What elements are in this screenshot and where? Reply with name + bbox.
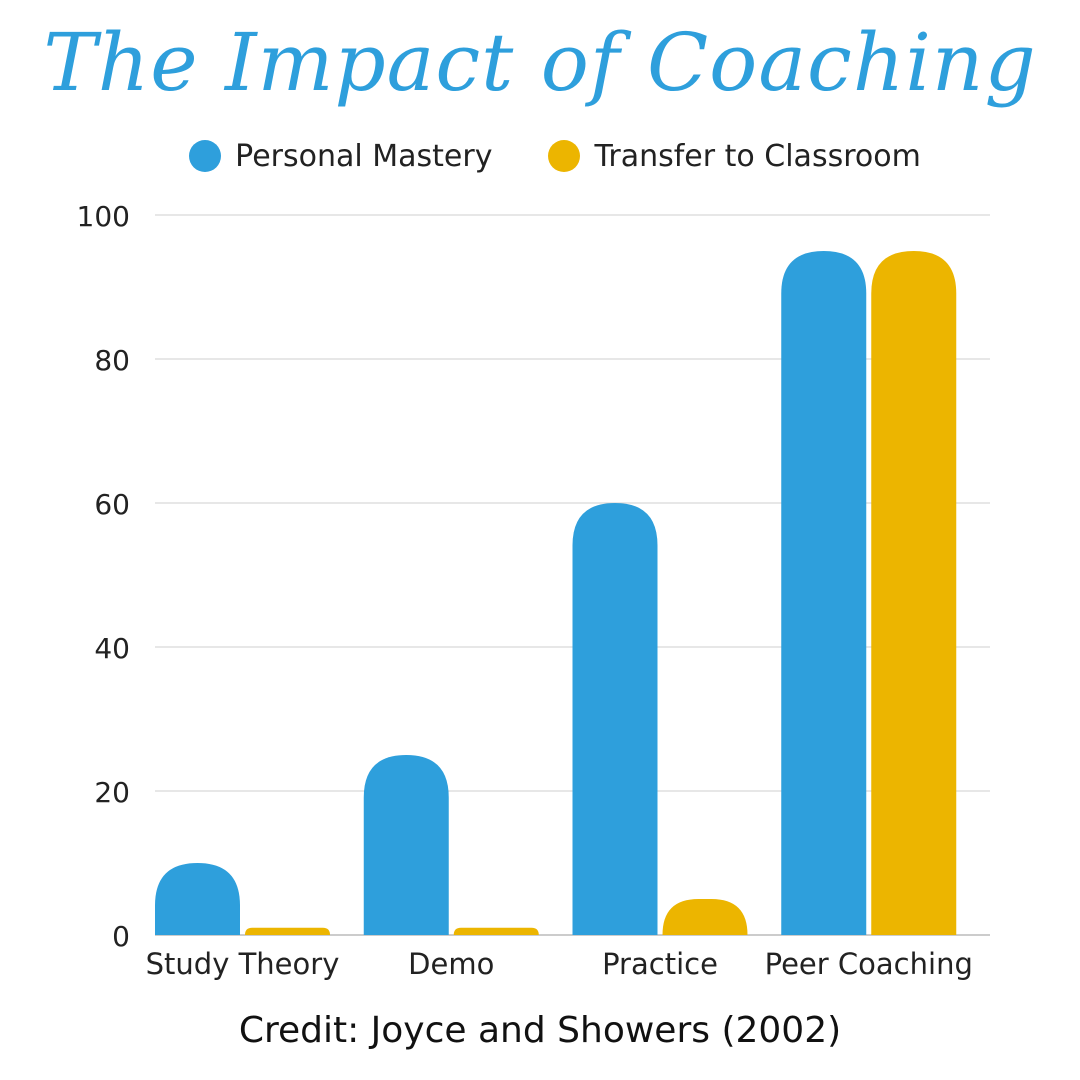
bar-transfer-peer-coaching [871,251,957,935]
legend: Personal Mastery Transfer to Classroom [0,133,1080,179]
chart-plot: 0 20 40 60 80 100 Study Theory Demo Practice Peer… [77,200,990,981]
chart-title: The Impact of Coaching [43,16,1037,109]
y-tick-label: 0 [112,920,130,953]
y-tick-label: 80 [94,344,130,377]
legend-label-transfer: Transfer to Classroom [594,138,921,174]
bar-personal-mastery-peer-coaching [781,251,867,935]
credit-text: Credit: Joyce and Showers (2002) [238,1010,842,1051]
bar-personal-mastery-practice [572,503,658,935]
bar-transfer-practice [662,899,748,935]
x-tick-label: Peer Coaching [765,947,973,981]
legend-item-personal-mastery: Personal Mastery [189,139,492,174]
legend-swatch-personal-mastery [189,140,222,172]
x-tick-label: Demo [408,947,494,981]
bar-transfer-study-theory [245,927,330,935]
x-tick-label: Practice [602,947,718,981]
y-tick-label: 60 [94,488,130,521]
y-tick-label: 20 [94,776,130,809]
x-tick-label: Study Theory [146,947,340,981]
bar-personal-mastery-study-theory [155,863,240,935]
legend-item-transfer: Transfer to Classroom [548,138,921,174]
bar-personal-mastery-demo [363,755,449,935]
y-tick-label: 100 [77,200,130,233]
legend-label-personal-mastery: Personal Mastery [235,138,493,174]
bar-transfer-demo [453,927,539,935]
legend-swatch-transfer [548,140,581,172]
y-tick-label: 40 [94,632,130,665]
